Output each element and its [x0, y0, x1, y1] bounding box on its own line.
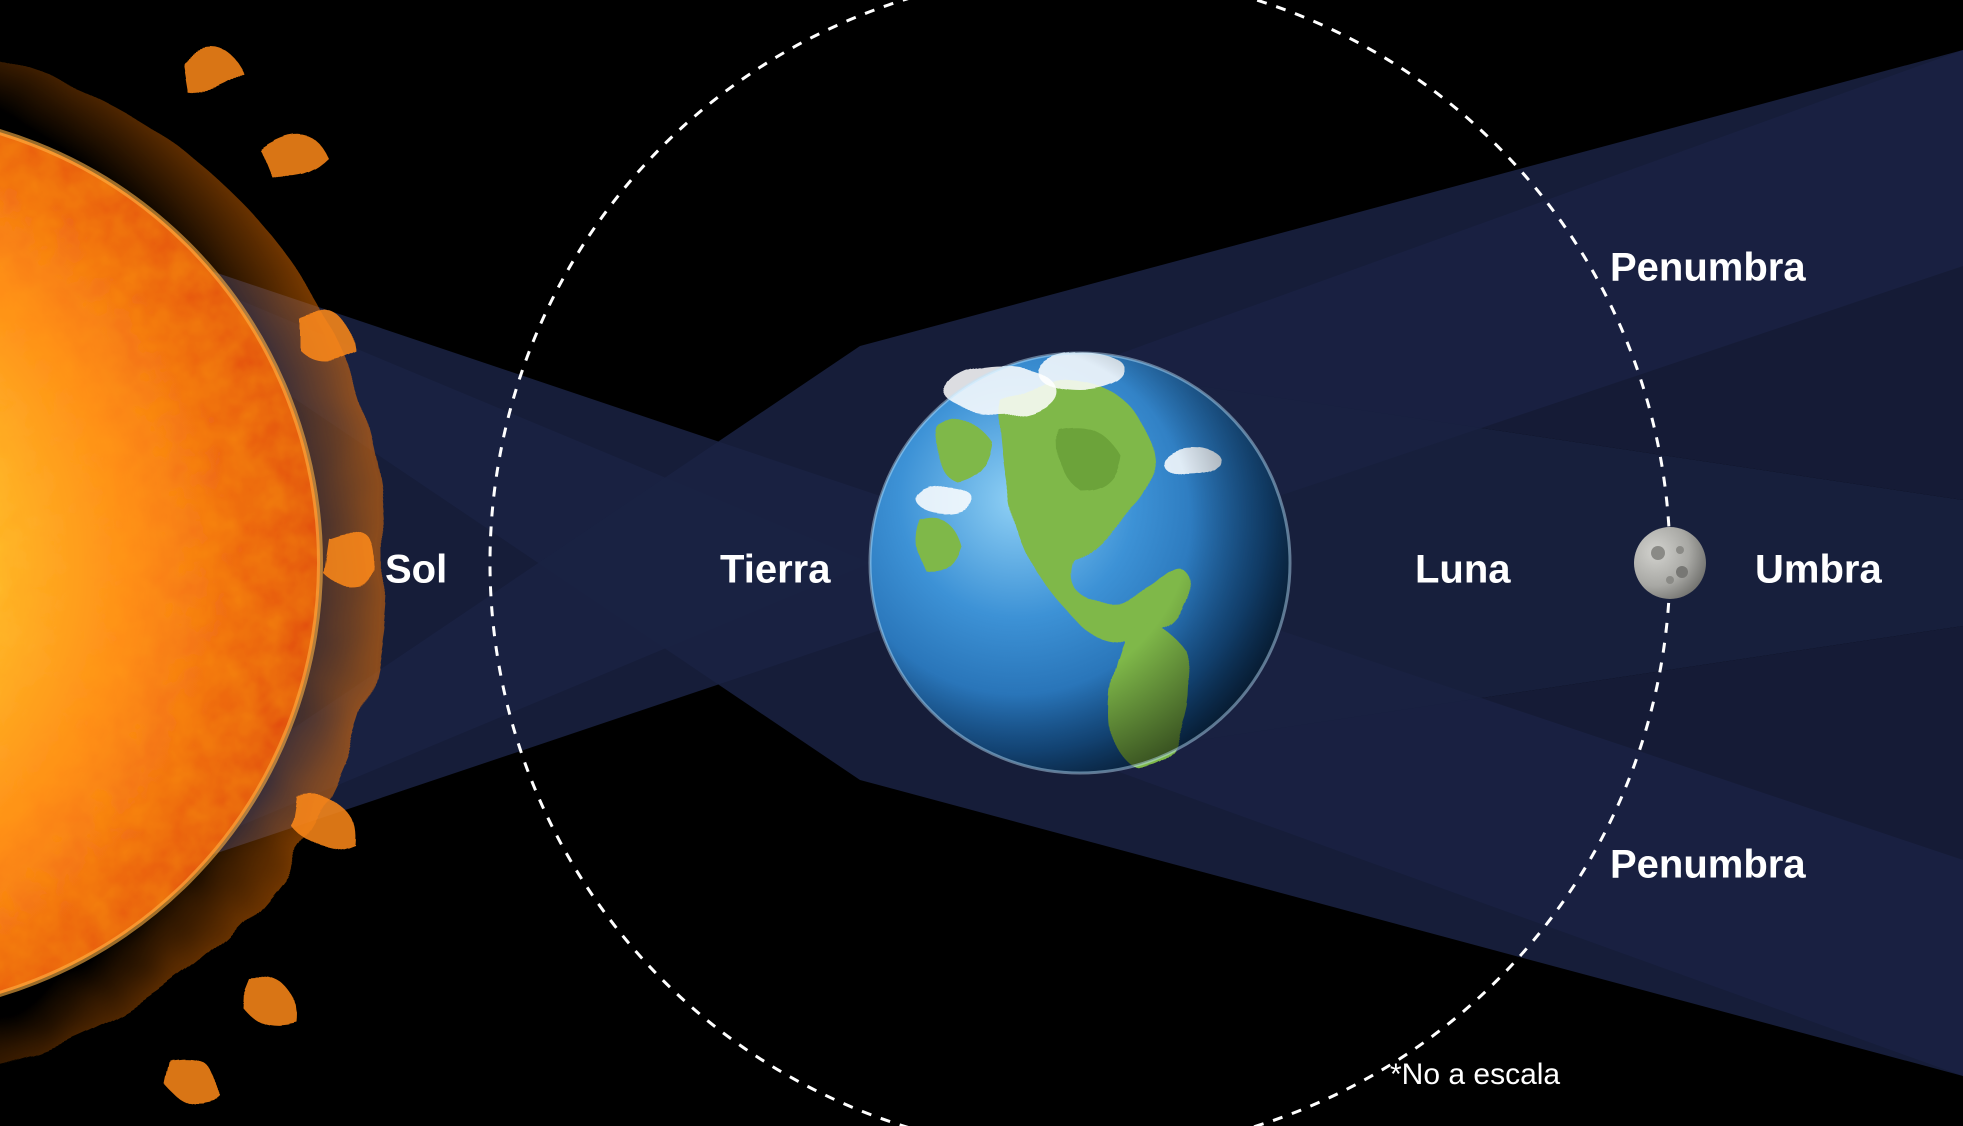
diagram-svg	[0, 0, 1963, 1126]
eclipse-diagram: Sol Tierra Luna Umbra Penumbra Penumbra …	[0, 0, 1963, 1126]
label-luna: Luna	[1415, 548, 1511, 593]
label-penumbra-top: Penumbra	[1610, 246, 1806, 291]
label-umbra: Umbra	[1755, 548, 1882, 593]
earth	[870, 350, 1290, 773]
label-penumbra-bottom: Penumbra	[1610, 843, 1806, 888]
label-note: *No a escala	[1390, 1058, 1560, 1092]
label-tierra: Tierra	[720, 548, 830, 593]
label-sol: Sol	[385, 548, 447, 593]
moon	[1634, 527, 1706, 599]
